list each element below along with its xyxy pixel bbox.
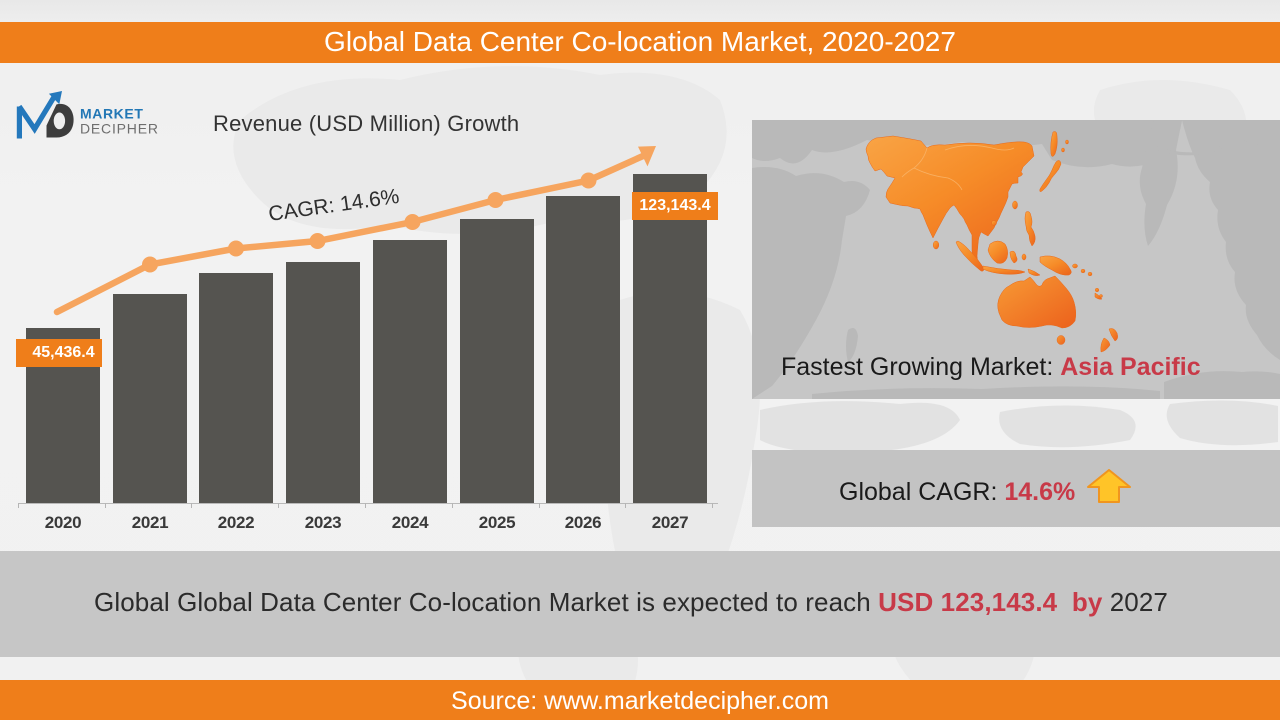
svg-text:DECIPHER: DECIPHER	[80, 121, 159, 137]
svg-text:MARKET: MARKET	[80, 105, 143, 121]
